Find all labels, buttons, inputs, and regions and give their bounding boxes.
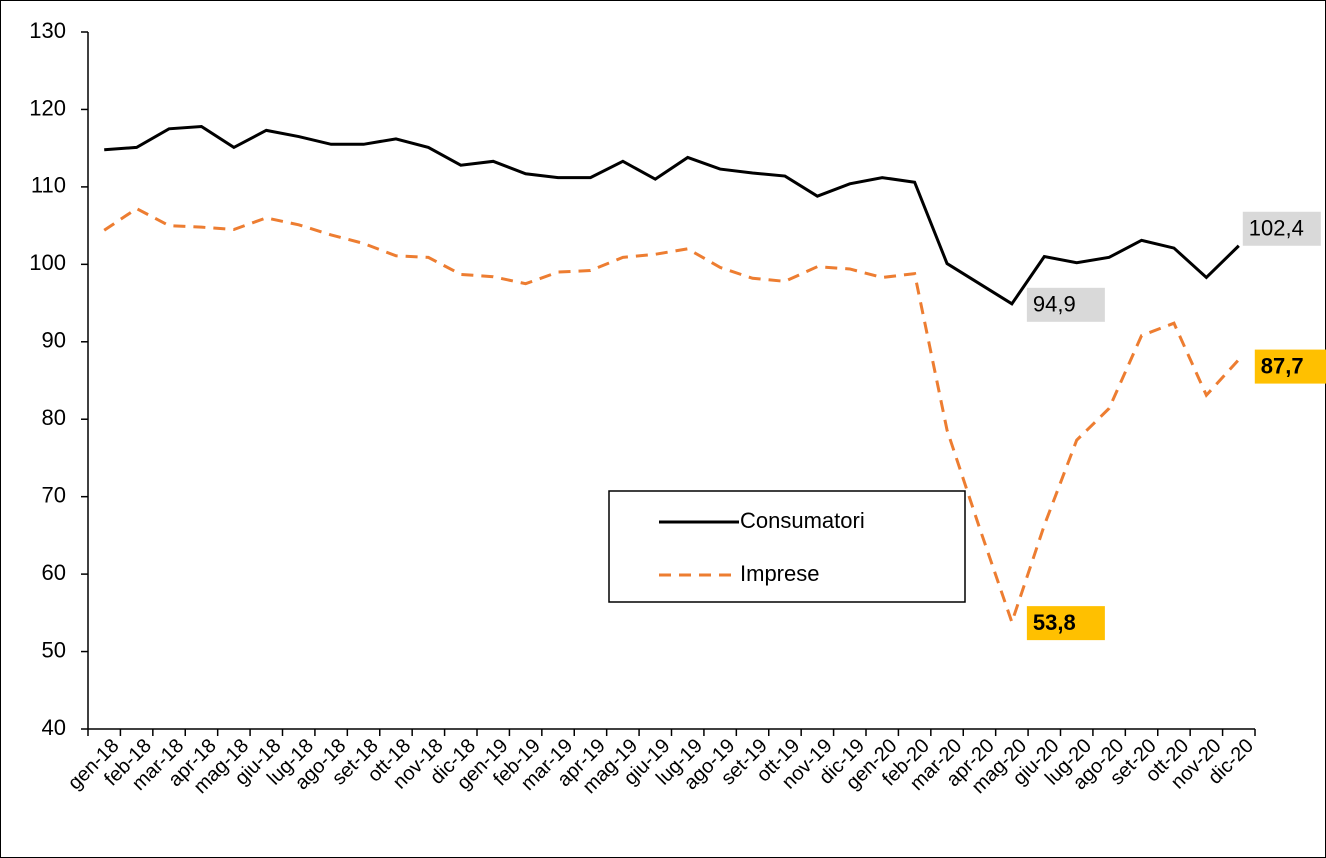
y-tick-label: 40 (42, 715, 66, 740)
y-tick-label: 110 (31, 173, 66, 198)
y-tick-label: 70 (42, 482, 66, 507)
y-tick-label: 130 (29, 18, 66, 43)
y-tick-label: 50 (42, 637, 66, 662)
legend-box (608, 490, 966, 603)
value-label-box (1026, 287, 1105, 322)
value-label: 94,9 (1033, 292, 1076, 317)
y-tick-label: 120 (29, 95, 66, 120)
y-tick-label: 80 (42, 405, 66, 430)
y-tick-label: 60 (42, 560, 66, 585)
value-label-box (1242, 211, 1321, 246)
y-tick-label: 100 (29, 250, 66, 275)
value-label: 87,7 (1261, 353, 1304, 378)
value-label-box (1026, 606, 1105, 641)
legend-label: Imprese (740, 561, 819, 586)
legend-label: Consumatori (740, 508, 865, 533)
value-label: 102,4 (1249, 216, 1304, 241)
value-label: 53,8 (1033, 610, 1076, 635)
series-line (103, 206, 1240, 627)
value-label-box (1254, 349, 1326, 384)
series-line (104, 124, 1240, 306)
y-tick-label: 90 (42, 328, 66, 353)
